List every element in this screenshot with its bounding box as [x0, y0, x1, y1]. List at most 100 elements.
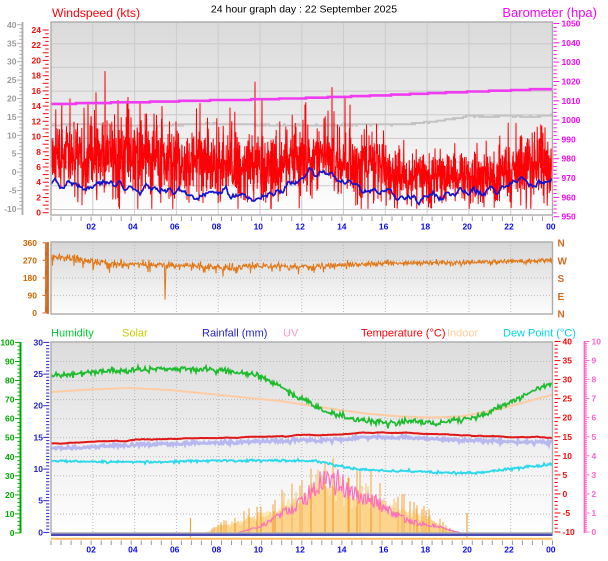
svg-text:24: 24	[32, 25, 42, 35]
svg-text:15: 15	[563, 432, 573, 442]
svg-text:16: 16	[32, 86, 42, 96]
svg-text:-5: -5	[563, 508, 571, 518]
svg-text:16: 16	[379, 221, 389, 231]
svg-text:0: 0	[12, 167, 17, 177]
svg-text:12: 12	[32, 116, 42, 126]
svg-text:25: 25	[7, 75, 17, 85]
svg-text:10: 10	[563, 451, 573, 461]
svg-text:Humidity: Humidity	[51, 328, 94, 340]
svg-text:Windspeed (kts): Windspeed (kts)	[52, 6, 140, 20]
svg-text:-5: -5	[9, 186, 17, 196]
svg-text:5: 5	[12, 149, 17, 159]
svg-text:0: 0	[38, 527, 43, 537]
svg-text:2: 2	[592, 489, 597, 499]
svg-text:E: E	[558, 292, 565, 303]
svg-text:5: 5	[38, 496, 43, 506]
svg-text:Barometer (hpa): Barometer (hpa)	[502, 5, 597, 20]
svg-text:4: 4	[36, 177, 41, 187]
svg-text:8: 8	[592, 375, 597, 385]
svg-text:360: 360	[23, 238, 37, 248]
svg-text:30: 30	[5, 471, 15, 481]
svg-text:22: 22	[32, 40, 42, 50]
svg-text:9: 9	[592, 356, 597, 366]
svg-text:S: S	[558, 274, 565, 285]
svg-text:12: 12	[295, 544, 305, 554]
svg-text:Rainfall (mm): Rainfall (mm)	[202, 328, 267, 340]
svg-text:70: 70	[5, 395, 15, 405]
svg-text:0: 0	[10, 528, 15, 538]
svg-text:N: N	[558, 310, 565, 321]
svg-text:7: 7	[592, 394, 597, 404]
svg-text:00: 00	[546, 221, 556, 231]
svg-text:5: 5	[592, 432, 597, 442]
svg-text:0: 0	[36, 208, 41, 218]
svg-text:UV: UV	[283, 328, 299, 340]
svg-text:10: 10	[7, 130, 17, 140]
svg-text:0: 0	[563, 489, 568, 499]
svg-text:08: 08	[212, 544, 222, 554]
svg-text:1000: 1000	[562, 115, 581, 125]
svg-text:20: 20	[462, 544, 472, 554]
svg-text:24 hour graph day : 22 Septemb: 24 hour graph day : 22 September 2025	[211, 4, 397, 16]
svg-text:1: 1	[592, 508, 597, 518]
svg-text:-10: -10	[4, 204, 17, 214]
svg-text:18: 18	[421, 221, 431, 231]
svg-text:12: 12	[295, 221, 305, 231]
svg-text:20: 20	[32, 55, 42, 65]
svg-text:80: 80	[5, 376, 15, 386]
svg-text:970: 970	[562, 173, 576, 183]
svg-text:W: W	[558, 257, 568, 268]
svg-text:15: 15	[34, 432, 44, 442]
svg-text:18: 18	[421, 544, 431, 554]
svg-text:-10: -10	[563, 527, 576, 537]
svg-text:N: N	[558, 239, 565, 250]
svg-text:06: 06	[170, 221, 180, 231]
svg-text:10: 10	[254, 544, 264, 554]
svg-text:960: 960	[562, 192, 576, 202]
svg-text:02: 02	[86, 221, 96, 231]
svg-text:15: 15	[7, 112, 17, 122]
svg-text:8: 8	[36, 147, 41, 157]
svg-text:18: 18	[32, 71, 42, 81]
svg-text:14: 14	[337, 544, 347, 554]
svg-text:Temperature (°C): Temperature (°C)	[361, 328, 445, 340]
svg-text:22: 22	[504, 221, 514, 231]
svg-text:20: 20	[34, 401, 44, 411]
svg-text:14: 14	[337, 221, 347, 231]
svg-text:10: 10	[592, 337, 602, 347]
svg-text:Solar: Solar	[122, 328, 148, 340]
svg-text:90: 90	[28, 290, 38, 300]
svg-text:0: 0	[592, 527, 597, 537]
svg-text:1050: 1050	[562, 19, 581, 29]
svg-text:35: 35	[563, 356, 573, 366]
svg-text:Indoor: Indoor	[447, 328, 479, 340]
svg-text:0: 0	[32, 308, 37, 318]
svg-text:180: 180	[23, 273, 37, 283]
svg-text:04: 04	[128, 221, 138, 231]
svg-text:30: 30	[563, 375, 573, 385]
svg-text:10: 10	[32, 132, 42, 142]
svg-text:10: 10	[254, 221, 264, 231]
svg-text:02: 02	[86, 544, 96, 554]
svg-text:1030: 1030	[562, 57, 581, 67]
svg-text:980: 980	[562, 154, 576, 164]
svg-text:04: 04	[128, 544, 138, 554]
svg-text:990: 990	[562, 134, 576, 144]
svg-text:00: 00	[546, 544, 556, 554]
svg-text:1010: 1010	[562, 96, 581, 106]
svg-text:4: 4	[592, 451, 597, 461]
svg-text:40: 40	[7, 20, 17, 30]
svg-text:40: 40	[5, 452, 15, 462]
svg-text:20: 20	[462, 221, 472, 231]
svg-text:50: 50	[5, 433, 15, 443]
svg-text:14: 14	[32, 101, 42, 111]
svg-text:08: 08	[212, 221, 222, 231]
svg-text:Dew Point (°C): Dew Point (°C)	[503, 328, 576, 340]
svg-text:25: 25	[34, 369, 44, 379]
svg-text:06: 06	[170, 544, 180, 554]
svg-text:950: 950	[562, 212, 576, 222]
svg-text:1020: 1020	[562, 77, 581, 87]
svg-text:1040: 1040	[562, 38, 581, 48]
svg-text:16: 16	[379, 544, 389, 554]
svg-text:3: 3	[592, 470, 597, 480]
